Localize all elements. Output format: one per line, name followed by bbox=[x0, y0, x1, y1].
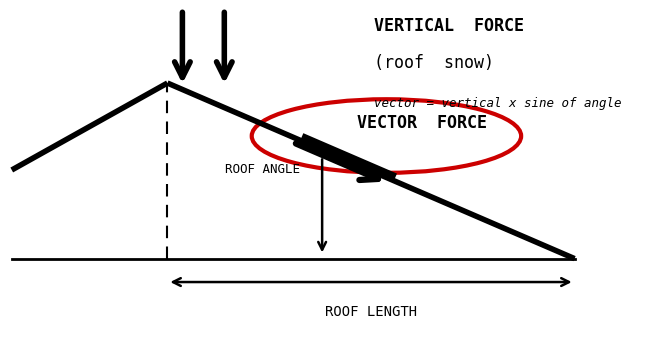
Text: ROOF ANGLE: ROOF ANGLE bbox=[225, 163, 300, 176]
Text: VERTICAL  FORCE: VERTICAL FORCE bbox=[374, 17, 524, 35]
Text: ROOF LENGTH: ROOF LENGTH bbox=[325, 305, 417, 319]
Text: VECTOR  FORCE: VECTOR FORCE bbox=[357, 114, 488, 132]
Text: vector = vertical x sine of angle: vector = vertical x sine of angle bbox=[374, 97, 622, 109]
Text: (roof  snow): (roof snow) bbox=[374, 54, 494, 72]
